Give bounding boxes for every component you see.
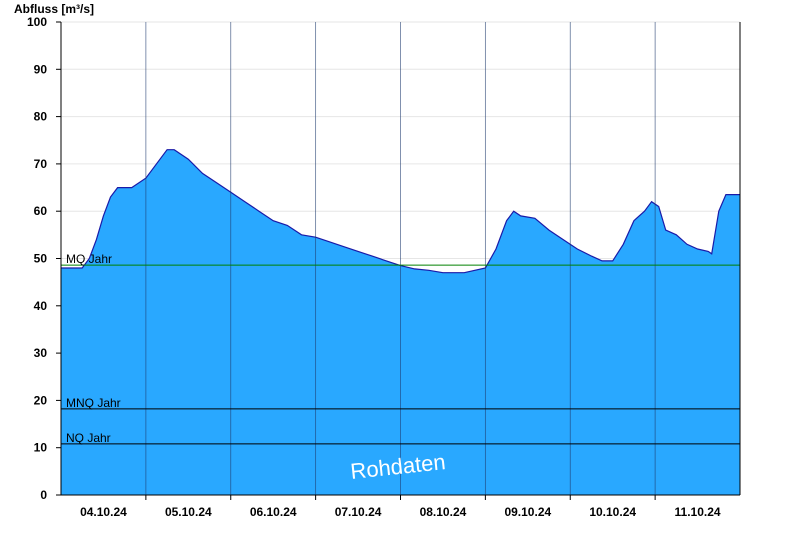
- y-tick-label: 20: [34, 393, 48, 407]
- y-tick-label: 100: [27, 15, 47, 29]
- y-tick-label: 10: [34, 441, 48, 455]
- reference-line-label: NQ Jahr: [66, 431, 111, 445]
- x-tick-label: 08.10.24: [420, 505, 467, 519]
- x-tick-label: 09.10.24: [504, 505, 551, 519]
- y-tick-label: 90: [34, 62, 48, 76]
- y-axis-ticks: 0 10 20 30 40 50 60 70 80 90 100: [27, 15, 61, 502]
- y-axis-label: Abfluss [m³/s]: [14, 2, 94, 16]
- y-tick-label: 70: [34, 157, 48, 171]
- reference-lines: MQ Jahr MNQ Jahr NQ Jahr: [61, 252, 740, 445]
- x-tick-label: 07.10.24: [335, 505, 382, 519]
- y-tick-label: 30: [34, 346, 48, 360]
- y-tick-label: 40: [34, 299, 48, 313]
- y-tick-label: 80: [34, 110, 48, 124]
- x-tick-label: 11.10.24: [675, 505, 721, 519]
- y-tick-label: 50: [34, 252, 48, 266]
- x-tick-label: 04.10.24: [80, 505, 127, 519]
- day-separators: [145, 22, 656, 495]
- x-tick-label: 06.10.24: [250, 505, 297, 519]
- x-tick-label: 05.10.24: [165, 505, 212, 519]
- x-axis-ticks: 04.10.24 05.10.24 06.10.24 07.10.24 08.10.24…: [80, 495, 721, 519]
- reference-line-label: MNQ Jahr: [66, 396, 121, 410]
- y-tick-label: 0: [40, 488, 47, 502]
- reference-line-label: MQ Jahr: [66, 252, 112, 266]
- y-tick-label: 60: [34, 204, 48, 218]
- x-tick-label: 10.10.24: [589, 505, 636, 519]
